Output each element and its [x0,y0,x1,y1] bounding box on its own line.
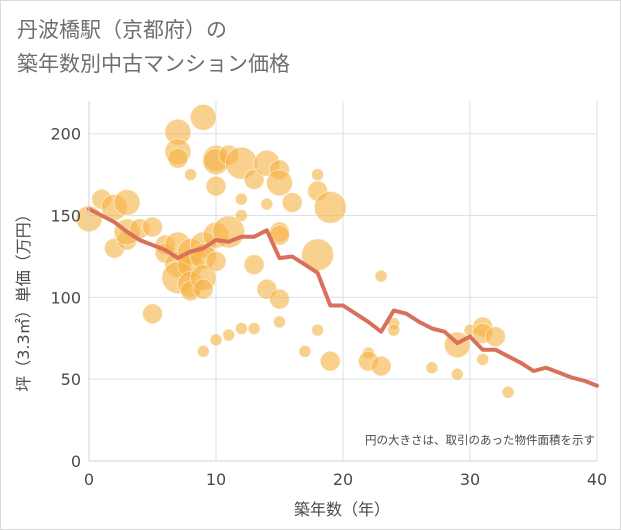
bubble-point [205,250,227,272]
bubble-point [234,321,248,335]
y-axis-label: 坪（3.3㎡）単価（万円） [14,206,33,391]
axes: 0 50 100 150 200 0 10 20 30 40 [50,101,607,489]
bubble-point [142,216,163,238]
size-annotation: 円の大きさは、取引のあった物件面積を示す [365,433,595,447]
bubble-point [311,168,325,182]
x-tick-label: 20 [333,470,353,489]
bubble-point [484,326,506,348]
bubble-point [281,191,303,213]
bubble-point [234,209,248,223]
bubble-point [247,321,261,335]
bubble-point [476,353,490,367]
bubble-point [425,361,439,375]
bubble-point [313,190,347,224]
bubble-point [142,303,163,325]
bubble-point [387,323,401,337]
trend-line [87,207,599,388]
x-tick-label: 40 [587,470,607,489]
bubble-point [205,175,227,197]
bubble-series [75,103,515,399]
bubble-point [243,254,265,276]
x-axis-label: 築年数（年） [294,500,390,519]
bubble-point [450,367,464,381]
bubble-point [319,350,341,372]
bubble-point [234,192,248,206]
trend-line-series [87,207,599,388]
bubble-point [269,288,290,310]
bubble-point [192,278,214,300]
bubble-point [189,103,217,131]
bubble-point [222,328,236,342]
bubble-point [311,323,325,337]
bubble-point [184,168,198,182]
bubble-point [370,355,392,377]
chart-title: 丹波橋駅（京都府）の 築年数別中古マンション価格 [17,18,290,76]
y-tick-label: 200 [50,125,81,144]
x-tick-label: 10 [206,470,226,489]
bubble-point [374,269,388,283]
bubble-point [298,344,312,358]
bubble-point [196,344,210,358]
bubble-point [113,188,141,216]
y-tick-label: 50 [61,370,81,389]
x-tick-label: 30 [460,470,480,489]
bubble-point [273,315,286,329]
bubble-point [266,169,293,197]
bubble-point [260,197,274,211]
y-tick-label: 0 [71,452,81,471]
y-tick-label: 100 [50,288,81,307]
bubble-point [501,385,515,399]
bubble-point [209,333,223,347]
x-tick-label: 0 [84,470,94,489]
bubble-point [167,147,189,169]
y-tick-label: 150 [50,207,81,226]
bubble-point [243,169,265,191]
